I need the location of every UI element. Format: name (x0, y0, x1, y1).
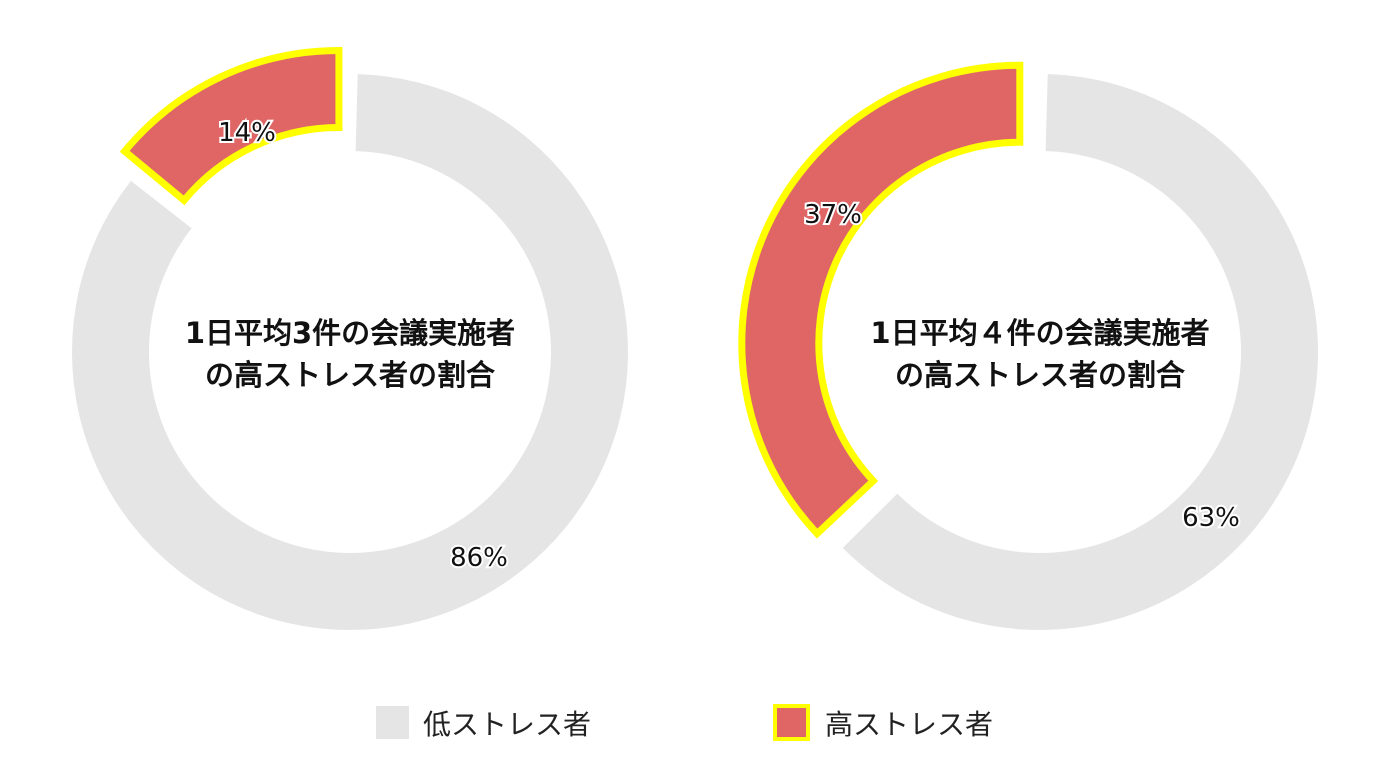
legend-swatch-low (376, 706, 409, 739)
donut-chart-3-meetings: 1日平均3件の会議実施者 の高ストレス者の割合 86% 14% (71, 46, 629, 630)
donut-chart-4-meetings: 1日平均４件の会議実施者 の高ストレス者の割合 63% 37% (738, 61, 1318, 630)
chart-title-line-2: の高ストレス者の割合 (205, 358, 495, 392)
data-label-low: 63% (1182, 503, 1240, 533)
legend-swatch-high (773, 704, 810, 741)
legend-label-low: 低ストレス者 (423, 708, 591, 741)
slice-high-stress (738, 61, 1024, 539)
donut-arcs (738, 61, 1318, 630)
chart-title-line-2: の高ストレス者の割合 (895, 358, 1185, 392)
donut-arcs (71, 46, 629, 630)
data-label-high: 37% (804, 200, 862, 230)
legend: 低ストレス者 高ストレス者 (376, 704, 993, 741)
slice-high-stress (119, 46, 343, 206)
slice-low-stress (842, 74, 1318, 630)
data-label-low: 86% (450, 543, 508, 573)
chart-title-line-1: 1日平均3件の会議実施者 (185, 316, 515, 350)
chart-title-line-1: 1日平均４件の会議実施者 (870, 316, 1209, 350)
legend-label-high: 高ストレス者 (825, 708, 993, 741)
data-label-high: 14% (218, 118, 276, 148)
